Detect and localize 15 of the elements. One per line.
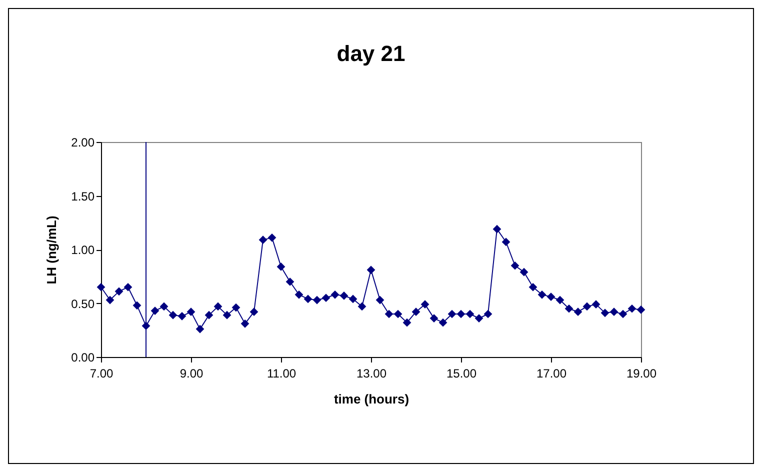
x-tick-label: 9.00: [180, 366, 204, 380]
x-axis-title: time (hours): [334, 392, 410, 406]
y-axis-title: LH (ng/mL): [44, 216, 60, 284]
x-tick-label: 11.00: [266, 366, 296, 380]
y-tick-label: 1.00: [71, 243, 95, 257]
y-tick-label: 2.00: [71, 136, 95, 150]
x-tick-label: 19.00: [626, 366, 657, 380]
chart-title: day 21: [336, 41, 406, 66]
x-tick-label: 13.00: [356, 366, 387, 380]
x-tick-label: 7.00: [90, 366, 114, 380]
y-tick-label: 0.00: [71, 350, 95, 364]
y-tick-label: 1.50: [71, 189, 95, 204]
x-tick-label: 15.00: [446, 366, 477, 380]
y-tick-label: 0.50: [71, 296, 95, 311]
x-tick-label: 17.00: [536, 366, 567, 380]
